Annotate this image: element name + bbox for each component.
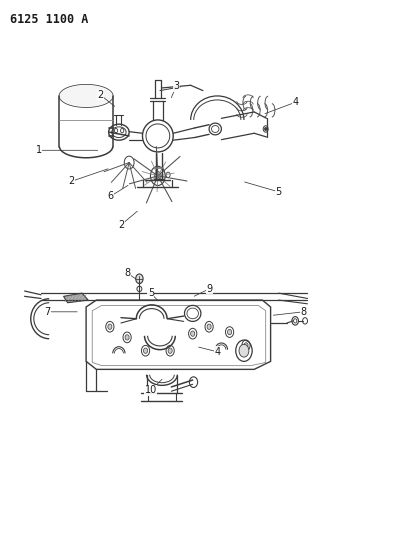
Circle shape: [143, 348, 147, 353]
Text: 8: 8: [300, 307, 306, 317]
Circle shape: [207, 324, 211, 329]
Circle shape: [154, 172, 161, 180]
Text: 8: 8: [124, 268, 130, 278]
Circle shape: [264, 127, 266, 131]
Text: 2: 2: [68, 176, 75, 186]
Text: 5: 5: [275, 187, 281, 197]
Circle shape: [190, 331, 194, 336]
Text: 1: 1: [36, 146, 42, 155]
Polygon shape: [63, 293, 88, 303]
Text: 6125 1100 A: 6125 1100 A: [10, 13, 88, 26]
Circle shape: [243, 343, 247, 348]
Text: 7: 7: [44, 307, 50, 317]
Circle shape: [108, 324, 112, 329]
Text: 2: 2: [97, 90, 103, 100]
Text: 4: 4: [292, 98, 297, 107]
Text: 9: 9: [206, 284, 211, 294]
Text: 5: 5: [147, 288, 154, 298]
Circle shape: [125, 335, 129, 340]
Circle shape: [135, 274, 143, 284]
Text: 10: 10: [144, 385, 157, 395]
Circle shape: [227, 329, 231, 335]
Circle shape: [168, 348, 172, 353]
Text: 3: 3: [173, 82, 179, 91]
Text: 2: 2: [117, 220, 124, 230]
Ellipse shape: [59, 85, 112, 107]
Text: 4: 4: [214, 347, 220, 357]
Circle shape: [238, 344, 248, 357]
Text: 6: 6: [108, 191, 113, 201]
